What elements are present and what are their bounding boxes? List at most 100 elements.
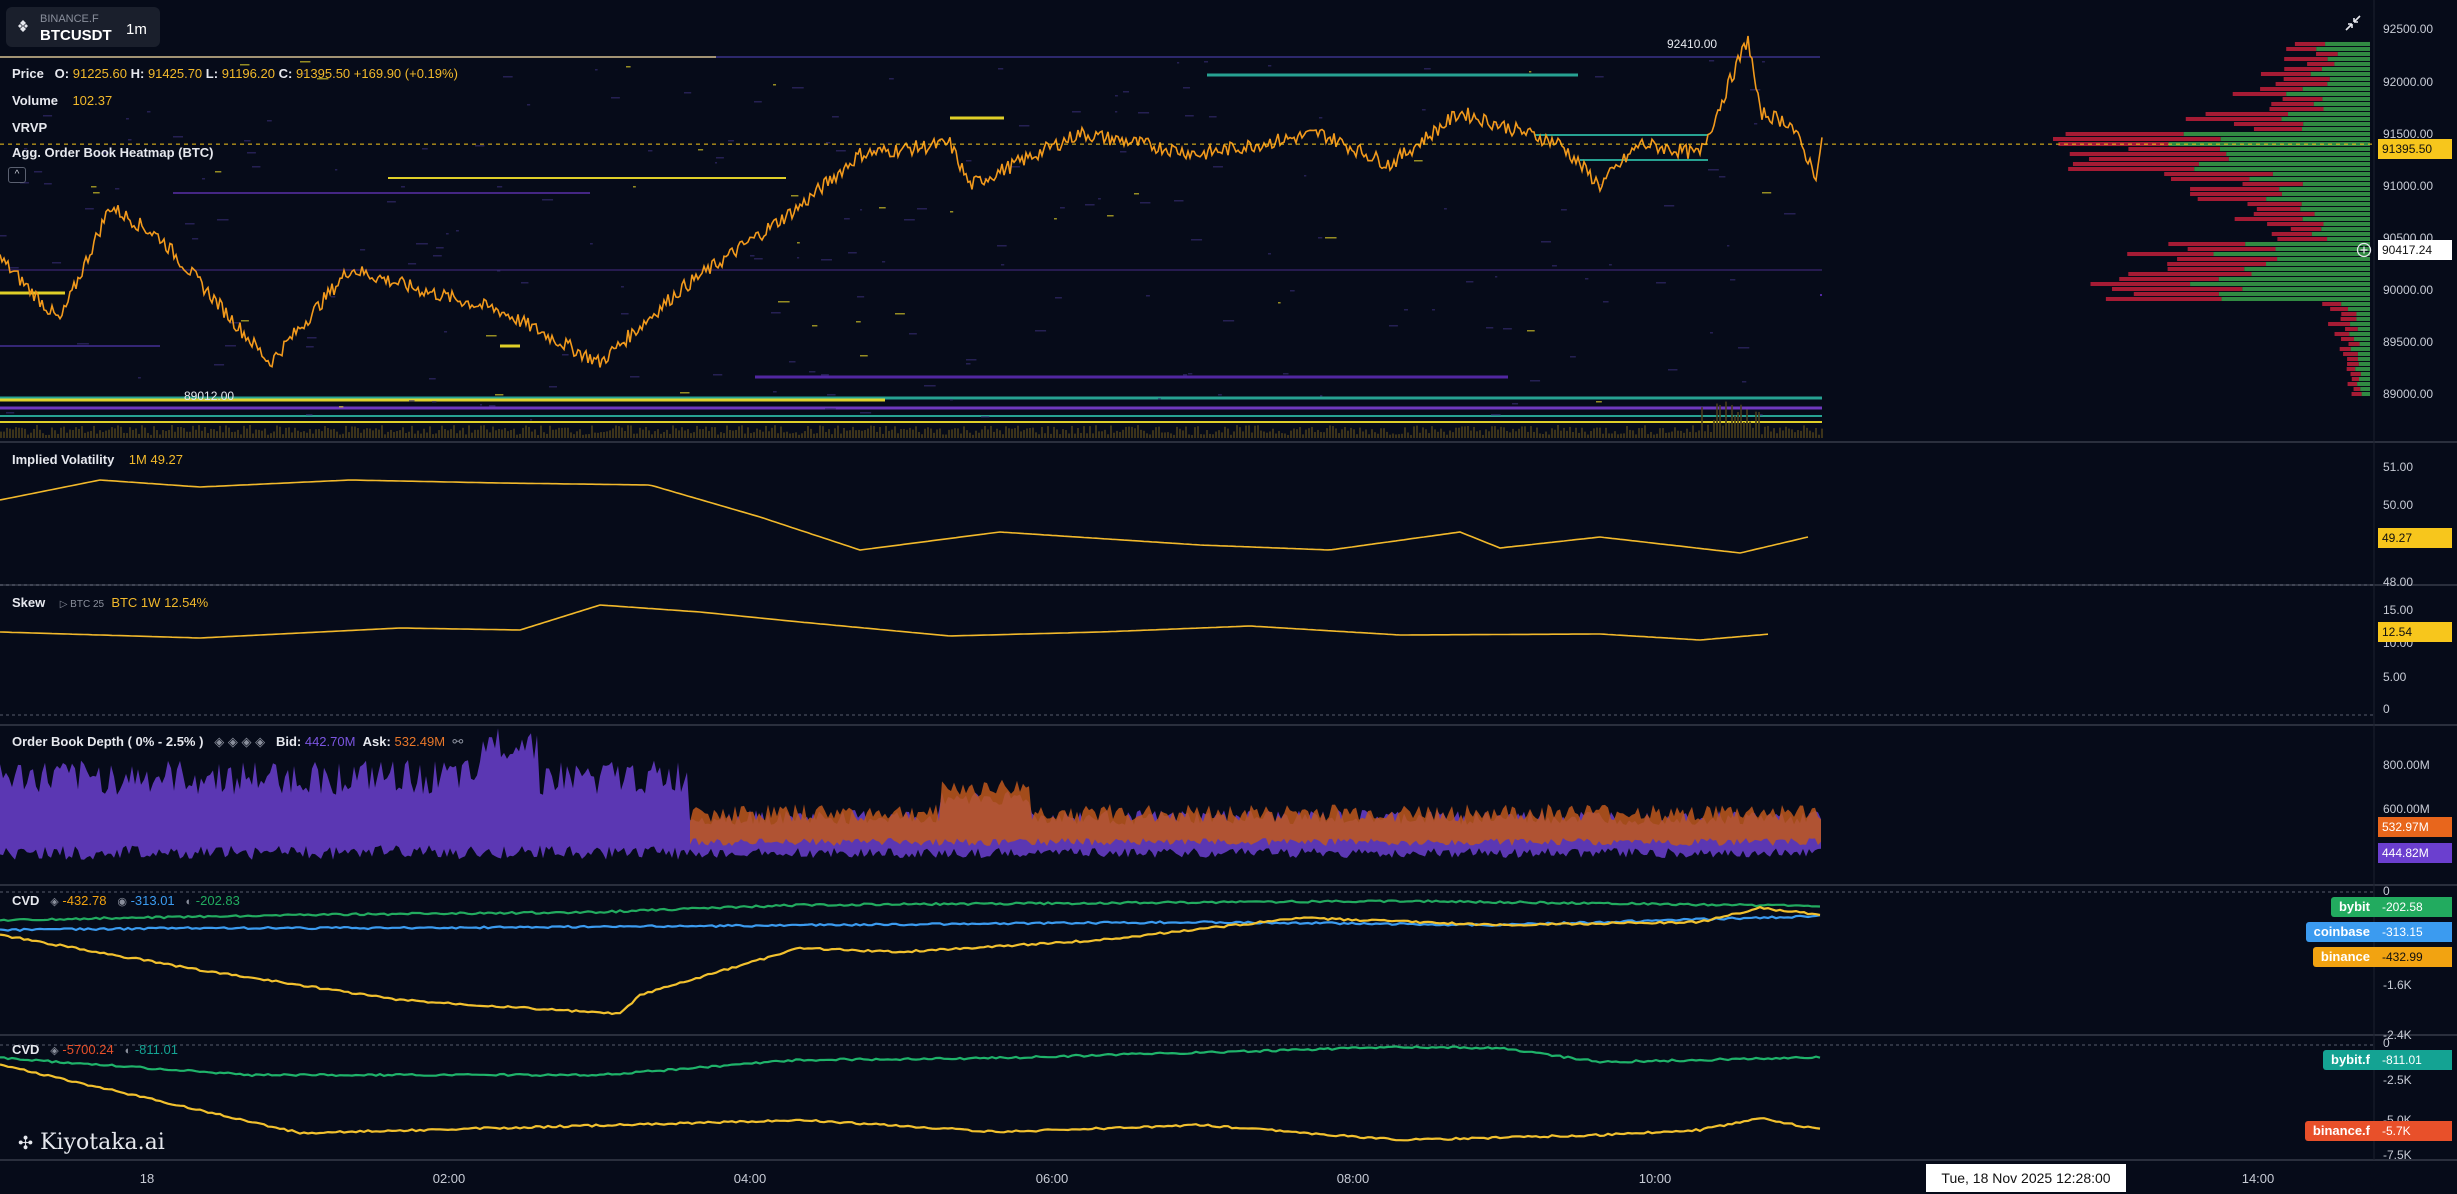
crosshair-target-icon[interactable] xyxy=(2356,242,2372,258)
heatmap-cell xyxy=(750,255,755,257)
iv-series-value: 49.27 xyxy=(150,452,184,467)
volume-bar xyxy=(1419,432,1421,438)
cvd-tag-label: bybit xyxy=(2330,897,2378,917)
skew-tick: 0 xyxy=(2383,702,2390,716)
heatmap-cell xyxy=(1664,205,1675,207)
volume-bar xyxy=(633,433,635,438)
heatmap-cell xyxy=(436,247,444,249)
volume-bar xyxy=(1422,427,1424,438)
heatmap-cell xyxy=(1603,301,1609,303)
heatmap-cell xyxy=(432,401,437,403)
vrvp-label[interactable]: VRVP xyxy=(12,120,48,135)
volume-bar xyxy=(21,427,23,438)
heatmap-cell xyxy=(1424,68,1431,70)
heatmap-cell xyxy=(1191,239,1203,241)
kiyotaka-watermark: ✣ Kiyotaka.ai xyxy=(18,1130,165,1155)
volume-bar xyxy=(1803,425,1805,438)
volume-bar xyxy=(1758,412,1760,438)
volume-bar xyxy=(1446,434,1448,438)
vp-bid-bar xyxy=(2190,282,2370,286)
volume-bar xyxy=(99,430,101,438)
fullscreen-exit-icon[interactable] xyxy=(2344,14,2362,32)
volume-bar xyxy=(1122,429,1124,438)
heatmap-cell xyxy=(998,68,1004,70)
exchange-name: BINANCE.F xyxy=(40,13,99,25)
volume-bar xyxy=(342,433,344,438)
volume-bar xyxy=(684,430,686,438)
volume-bar xyxy=(1026,428,1028,438)
volume-bar xyxy=(1542,433,1544,438)
volume-bar xyxy=(1080,432,1082,438)
vp-bid-bar xyxy=(2350,347,2370,351)
volume-bar xyxy=(1731,404,1733,438)
volume-bar xyxy=(768,431,770,438)
volume-bar xyxy=(171,425,173,438)
heatmap-cell xyxy=(128,139,132,141)
volume-bar xyxy=(1743,422,1745,438)
volume-bar xyxy=(1536,427,1538,438)
volume-bar xyxy=(1299,427,1301,438)
volume-bar xyxy=(360,432,362,438)
volume-bar xyxy=(447,430,449,438)
volume-bar xyxy=(753,432,755,438)
volume-bar xyxy=(1806,427,1808,438)
volume-bar xyxy=(1491,426,1493,438)
heatmap-cell xyxy=(91,186,97,188)
volume-bar xyxy=(1353,429,1355,438)
volume-bar xyxy=(894,426,896,438)
vp-ask-bar xyxy=(2167,262,2267,266)
volume-bar xyxy=(654,431,656,438)
heatmap-cell xyxy=(917,208,928,210)
volume-bar xyxy=(672,425,674,438)
volume-bar xyxy=(1107,434,1109,438)
timeframe[interactable]: 1m xyxy=(126,21,147,38)
heatmap-cell xyxy=(821,374,829,376)
heatmap-cell xyxy=(1596,401,1602,403)
volume-bar xyxy=(495,430,497,438)
heatmap-cell xyxy=(401,186,405,188)
vp-ask-bar xyxy=(2171,177,2250,181)
heatmap-cell xyxy=(317,78,329,80)
symbol-selector[interactable]: BINANCE.F BTCUSDT 1m xyxy=(6,7,160,47)
heatmap-cell xyxy=(34,171,43,173)
heatmap-cell xyxy=(1570,356,1576,358)
volume-bar xyxy=(480,425,482,438)
volume-bar xyxy=(1185,426,1187,438)
heatmap-cell xyxy=(240,64,250,66)
volume-bar xyxy=(693,432,695,438)
volume-bar xyxy=(468,425,470,438)
volume-bar xyxy=(573,434,575,438)
link-icon[interactable]: ⚯ xyxy=(452,734,464,749)
volume-bar xyxy=(618,426,620,438)
volume-bar xyxy=(966,430,968,438)
volume-bar xyxy=(1158,426,1160,438)
volume-bar xyxy=(33,428,35,438)
volume-bar xyxy=(1503,427,1505,438)
volume-bar xyxy=(900,429,902,438)
volume-bar xyxy=(210,428,212,438)
vp-ask-bar xyxy=(2247,202,2302,206)
volume-bar xyxy=(429,426,431,438)
volume-bar xyxy=(714,427,716,438)
vp-bid-bar xyxy=(2329,77,2370,81)
volume-bar xyxy=(897,433,899,438)
volume-bar xyxy=(1425,429,1427,438)
heatmap-cell xyxy=(1503,328,1512,330)
vp-bid-bar xyxy=(2302,127,2370,131)
volume-bar xyxy=(1485,429,1487,438)
vp-bid-bar xyxy=(2303,122,2370,126)
volume-bar xyxy=(111,427,113,438)
coinbase-icon: ◉ xyxy=(117,896,127,908)
volume-bar xyxy=(1077,427,1079,438)
volume-bar xyxy=(534,429,536,438)
depth-ask-tag: 532.97M xyxy=(2378,817,2452,837)
heatmap-label[interactable]: Agg. Order Book Heatmap (BTC) xyxy=(12,145,214,160)
heatmap-cell xyxy=(844,218,850,220)
volume-bar xyxy=(270,433,272,438)
volume-bar xyxy=(504,428,506,438)
cvd-tag-value: -432.99 xyxy=(2378,947,2452,967)
heatmap-cell xyxy=(521,282,529,284)
volume-bar xyxy=(1638,428,1640,438)
collapse-icon[interactable]: ^ xyxy=(8,167,26,183)
